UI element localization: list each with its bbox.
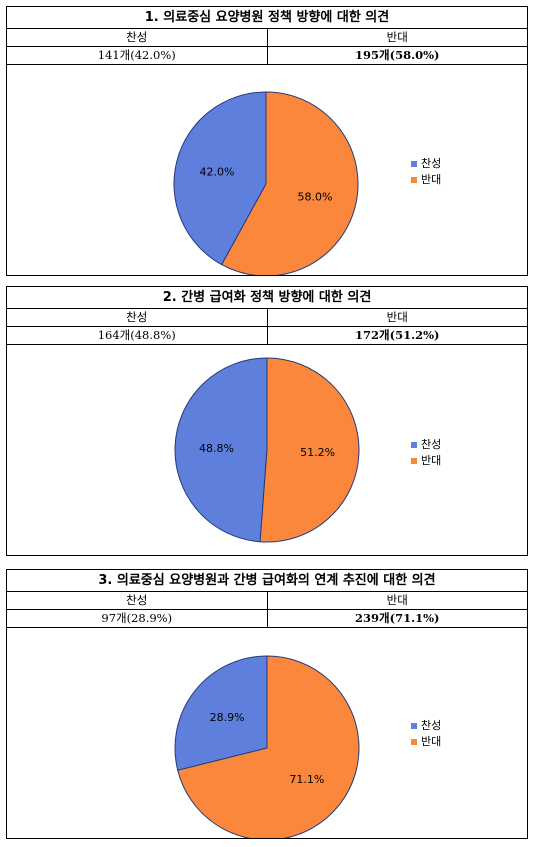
legend-item-oppose: 반대: [411, 453, 441, 469]
section-2-title: 2. 간병 급여화 정책 방향에 대한 의견: [7, 287, 527, 309]
section-3: 3. 의료중심 요양병원과 간병 급여화의 연계 추진에 대한 의견 찬성 반대…: [6, 569, 528, 839]
legend-item-agree: 찬성: [411, 437, 441, 453]
legend-label-oppose: 반대: [421, 173, 442, 186]
legend-swatch-agree: [411, 442, 417, 448]
section-3-agree-count: 97개(28.9%): [101, 611, 173, 625]
section-1-oppose-count: 195개(58.0%): [266, 47, 528, 64]
section-2-count-row: 164개(48.8%) 172개(51.2%): [7, 327, 527, 345]
section-1-legend: 찬성 반대: [411, 156, 441, 188]
pie-data-label-agree: 28.9%: [210, 711, 245, 724]
legend-label-agree: 찬성: [421, 157, 442, 170]
pie-data-label-agree: 42.0%: [200, 165, 235, 178]
section-1-count-row: 141개(42.0%) 195개(58.0%): [7, 47, 527, 65]
pie-data-label-oppose: 58.0%: [298, 191, 333, 204]
section-3-oppose-header: 반대: [266, 592, 528, 609]
pie-chart-2: 48.8% 51.2%: [174, 357, 360, 543]
legend-swatch-oppose: [411, 177, 417, 183]
pie-slice-oppose: [220, 91, 359, 275]
section-1-agree-header: 찬성: [126, 30, 148, 44]
section-2: 2. 간병 급여화 정책 방향에 대한 의견 찬성 반대 164개(48.8%)…: [6, 286, 528, 556]
pie-data-label-oppose: 51.2%: [300, 446, 335, 459]
section-3-count-row: 97개(28.9%) 239개(71.1%): [7, 610, 527, 628]
section-1-title: 1. 의료중심 요양병원 정책 방향에 대한 의견: [7, 7, 527, 29]
legend-label-oppose: 반대: [421, 735, 442, 748]
section-3-agree-header: 찬성: [126, 593, 148, 607]
legend-item-oppose: 반대: [411, 734, 441, 750]
section-1-header-row: 찬성 반대: [7, 29, 527, 47]
section-1-agree-count: 141개(42.0%): [97, 48, 176, 62]
pie-data-label-oppose: 71.1%: [289, 773, 324, 786]
section-3-legend: 찬성 반대: [411, 718, 441, 750]
legend-item-oppose: 반대: [411, 172, 441, 188]
legend-swatch-agree: [411, 723, 417, 729]
legend-swatch-oppose: [411, 739, 417, 745]
legend-swatch-oppose: [411, 458, 417, 464]
section-3-oppose-count: 239개(71.1%): [266, 610, 528, 627]
section-2-oppose-count: 172개(51.2%): [266, 327, 528, 344]
section-1-oppose-header: 반대: [266, 29, 528, 46]
section-2-chart-area: 48.8% 51.2% 찬성 반대: [7, 345, 527, 555]
section-2-legend: 찬성 반대: [411, 437, 441, 469]
section-2-agree-count: 164개(48.8%): [97, 328, 176, 342]
pie-chart-3: 28.9% 71.1%: [174, 655, 360, 838]
pie-slice-oppose: [259, 357, 360, 543]
legend-item-agree: 찬성: [411, 156, 441, 172]
section-1-chart-area: 42.0% 58.0% 찬성 반대: [7, 65, 527, 275]
pie-data-label-agree: 48.8%: [199, 442, 234, 455]
section-3-header-row: 찬성 반대: [7, 592, 527, 610]
legend-swatch-agree: [411, 161, 417, 167]
section-2-agree-header: 찬성: [126, 310, 148, 324]
section-3-title: 3. 의료중심 요양병원과 간병 급여화의 연계 추진에 대한 의견: [7, 570, 527, 592]
pie-slice-agree: [174, 655, 268, 771]
legend-label-agree: 찬성: [421, 719, 442, 732]
legend-item-agree: 찬성: [411, 718, 441, 734]
pie-slice-agree: [174, 357, 268, 543]
pie-slice-agree: [173, 91, 267, 266]
section-1: 1. 의료중심 요양병원 정책 방향에 대한 의견 찬성 반대 141개(42.…: [6, 6, 528, 276]
pie-chart-1: 42.0% 58.0%: [173, 91, 359, 275]
section-2-oppose-header: 반대: [266, 309, 528, 326]
pie-slice-oppose: [177, 655, 360, 838]
section-2-header-row: 찬성 반대: [7, 309, 527, 327]
section-3-chart-area: 28.9% 71.1% 찬성 반대: [7, 628, 527, 838]
legend-label-agree: 찬성: [421, 438, 442, 451]
legend-label-oppose: 반대: [421, 454, 442, 467]
